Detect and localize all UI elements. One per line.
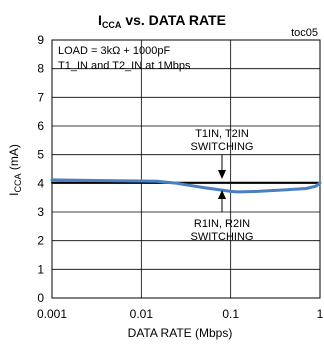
grid [51,39,321,299]
annotation-arrow-down [218,155,226,179]
series-line-2 [50,178,322,194]
y-tick-label: 1 [37,262,44,276]
x-axis-label: DATA RATE (Mbps) [128,326,233,340]
annotation-t1in-t2in-line-1: T1IN, T2IN [195,128,249,140]
y-tick-label: 4 [37,176,44,190]
y-tick-label: 8 [37,62,44,76]
y-tick-label: 5 [37,148,44,162]
annotation-r1in-r2in-line-2: SWITCHING [191,231,254,243]
condition-line-2: T1_IN and T2_IN at 1Mbps [58,60,191,72]
y-tick-labels: 0 1 2 3 4 5 6 7 8 9 [37,33,44,305]
x-tick-labels: 0.001 0.01 0.1 1 [37,307,324,321]
y-tick-label: 3 [37,205,44,219]
chart-title: ICCA vs. DATA RATE [98,12,226,30]
y-tick-label: 7 [37,90,44,104]
x-tick-label: 0.01 [130,307,154,321]
x-tick-label: 0.1 [222,307,239,321]
x-tick-label: 0.001 [37,307,67,321]
y-tick-label: 0 [37,291,44,305]
annotation-r1in-r2in-line-1: R1IN, R2IN [194,218,250,230]
plot-border [51,39,321,299]
y-tick-label: 9 [37,33,44,47]
y-tick-label: 6 [37,119,44,133]
annotation-arrow-up [218,190,226,212]
series-group [50,178,322,194]
y-tick-label: 2 [37,234,44,248]
x-tick-label: 1 [317,307,324,321]
condition-line-1: LOAD = 3kΩ + 1000pF [58,45,170,57]
figure-code: toc05 [291,27,318,39]
annotation-t1in-t2in-line-2: SWITCHING [191,141,254,153]
y-axis-label: ICCA (mA) [7,144,23,196]
